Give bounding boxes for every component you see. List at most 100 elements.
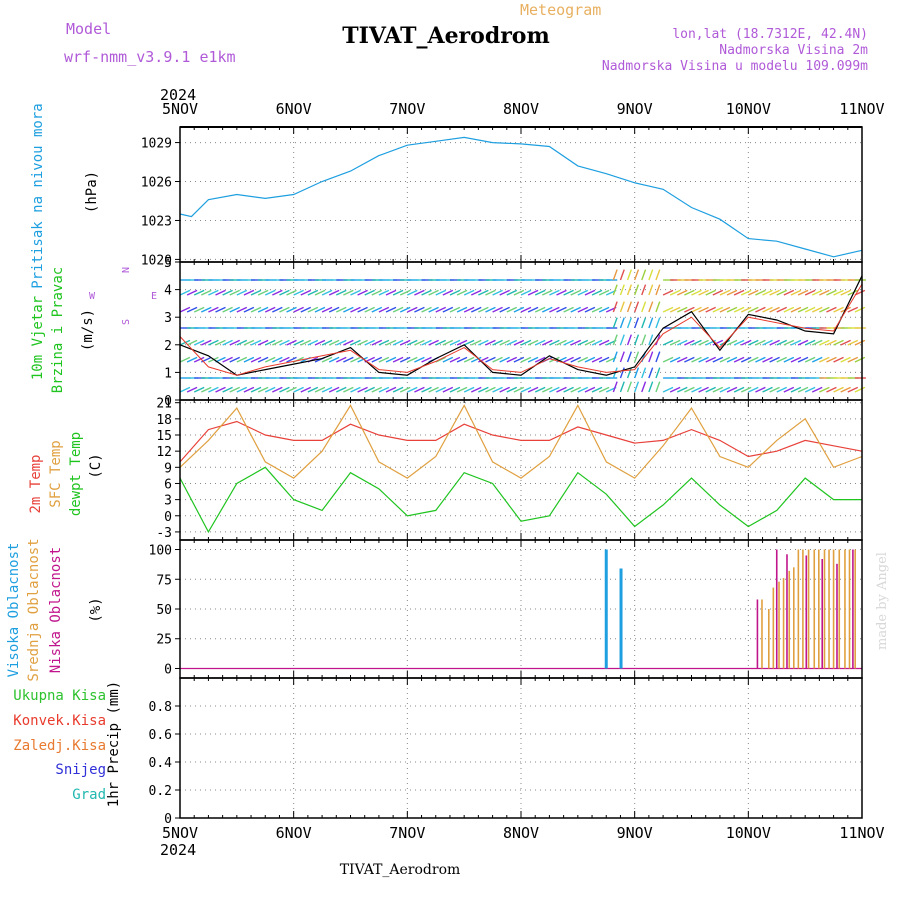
wind-barb — [669, 356, 681, 363]
wind-barb — [648, 301, 654, 313]
cloud-axis-unit: (%) — [88, 597, 104, 622]
wind-barb — [549, 306, 560, 313]
wind-barb — [769, 356, 780, 363]
wind-barb — [577, 306, 589, 313]
cloud-axis-label-3: Niska Oblacnost — [48, 547, 64, 673]
wind-barb — [435, 339, 447, 346]
wind-barb — [343, 306, 354, 313]
wind-barb — [527, 339, 539, 346]
wind-barb — [740, 356, 752, 363]
wind-barb — [350, 386, 361, 393]
wind-panel-series — [179, 275, 863, 376]
panels: 1020102310261029012345-30369121518210255… — [6, 103, 866, 827]
wind-barb — [556, 289, 567, 296]
cloud-axis-label-1: Visoka Oblacnost — [6, 543, 22, 678]
pressure-axis-label: Pritisak na nivou mora — [30, 103, 46, 288]
wind-barb — [669, 289, 681, 296]
meteogram-label: Meteogram — [520, 1, 601, 19]
wind-barb — [520, 356, 532, 363]
wind-barb — [755, 306, 766, 313]
wind-barb — [626, 284, 632, 296]
y-tick-label: 0 — [164, 662, 172, 677]
wind-barb — [712, 289, 724, 296]
wind-barb — [264, 306, 276, 313]
wind-barb — [626, 381, 632, 393]
wind-barb — [279, 306, 290, 313]
elevation-text: Nadmorska Visina 2m — [719, 43, 868, 58]
wind-barb — [492, 356, 503, 363]
wind-barb — [506, 386, 518, 393]
wind-barb — [811, 289, 823, 296]
wind-barb — [776, 339, 788, 346]
wind-barb — [598, 386, 610, 393]
wind-barb — [527, 306, 539, 313]
wind-barb — [328, 356, 340, 363]
wind-barb — [748, 386, 759, 393]
wind-barb — [691, 356, 702, 363]
wind-barb — [698, 386, 709, 393]
wind-barb — [840, 356, 851, 363]
x-tick-label-bottom: 11NOV — [839, 824, 884, 842]
wind-barb — [414, 386, 425, 393]
wind-barb — [570, 356, 581, 363]
compass-w: W — [89, 291, 96, 302]
y-tick-label: 12 — [156, 445, 172, 460]
wind-barb — [208, 386, 219, 393]
wind-barb — [350, 289, 361, 296]
wind-barb — [634, 381, 640, 393]
wind-barb — [783, 386, 795, 393]
x-tick-label-top: 6NOV — [276, 100, 312, 118]
wind-barb — [193, 289, 205, 296]
wind-barb — [804, 306, 816, 313]
wind-barb — [513, 386, 525, 393]
wind-barb — [179, 289, 191, 296]
wind-barb — [655, 269, 661, 281]
wind-barb — [435, 289, 447, 296]
wind-barb — [485, 386, 496, 393]
wind-barb — [520, 289, 532, 296]
wind-barb — [833, 356, 844, 363]
y-tick-label: 0.6 — [149, 728, 172, 743]
wind-barb — [563, 339, 574, 346]
wind-barb — [250, 306, 262, 313]
wind-barb — [641, 367, 647, 379]
wind-barb — [286, 356, 297, 363]
wind-barb — [719, 306, 731, 313]
wind-barb — [435, 386, 447, 393]
wind-barb — [797, 289, 809, 296]
wind-barb — [222, 339, 233, 346]
wind-barb — [712, 306, 724, 313]
wind-barb — [435, 306, 447, 313]
wind-barb — [385, 306, 397, 313]
wind-axis-label-1: 10m Vjetar — [30, 296, 46, 380]
wind-barb — [641, 381, 647, 393]
wind-barb — [414, 356, 425, 363]
wind-barb — [179, 339, 191, 346]
wind-barb — [733, 356, 745, 363]
wind-barb — [584, 356, 596, 363]
y-tick-label: 9 — [164, 461, 172, 476]
wind-barb — [335, 289, 347, 296]
x-tick-label-top: 5NOV — [162, 100, 198, 118]
wind-barb — [378, 306, 390, 313]
wind-barb — [577, 386, 589, 393]
x-tick-label-bottom: 8NOV — [503, 824, 539, 842]
wind-barb — [847, 289, 859, 296]
wind-barb — [186, 289, 198, 296]
wind-barb — [790, 339, 802, 346]
wind-barb — [328, 386, 340, 393]
wind-barb — [833, 289, 844, 296]
wind-barb — [300, 289, 312, 296]
wind-barb — [691, 339, 702, 346]
wind-barb — [563, 289, 574, 296]
temp2m-line — [179, 420, 863, 463]
wind-barb — [335, 386, 347, 393]
wind-barb — [321, 356, 333, 363]
wind-barb — [783, 306, 795, 313]
wind-barb — [215, 289, 226, 296]
wind-barb — [755, 386, 766, 393]
wind-barb — [350, 356, 361, 363]
wind-barb — [499, 339, 510, 346]
wind-barb — [698, 289, 709, 296]
